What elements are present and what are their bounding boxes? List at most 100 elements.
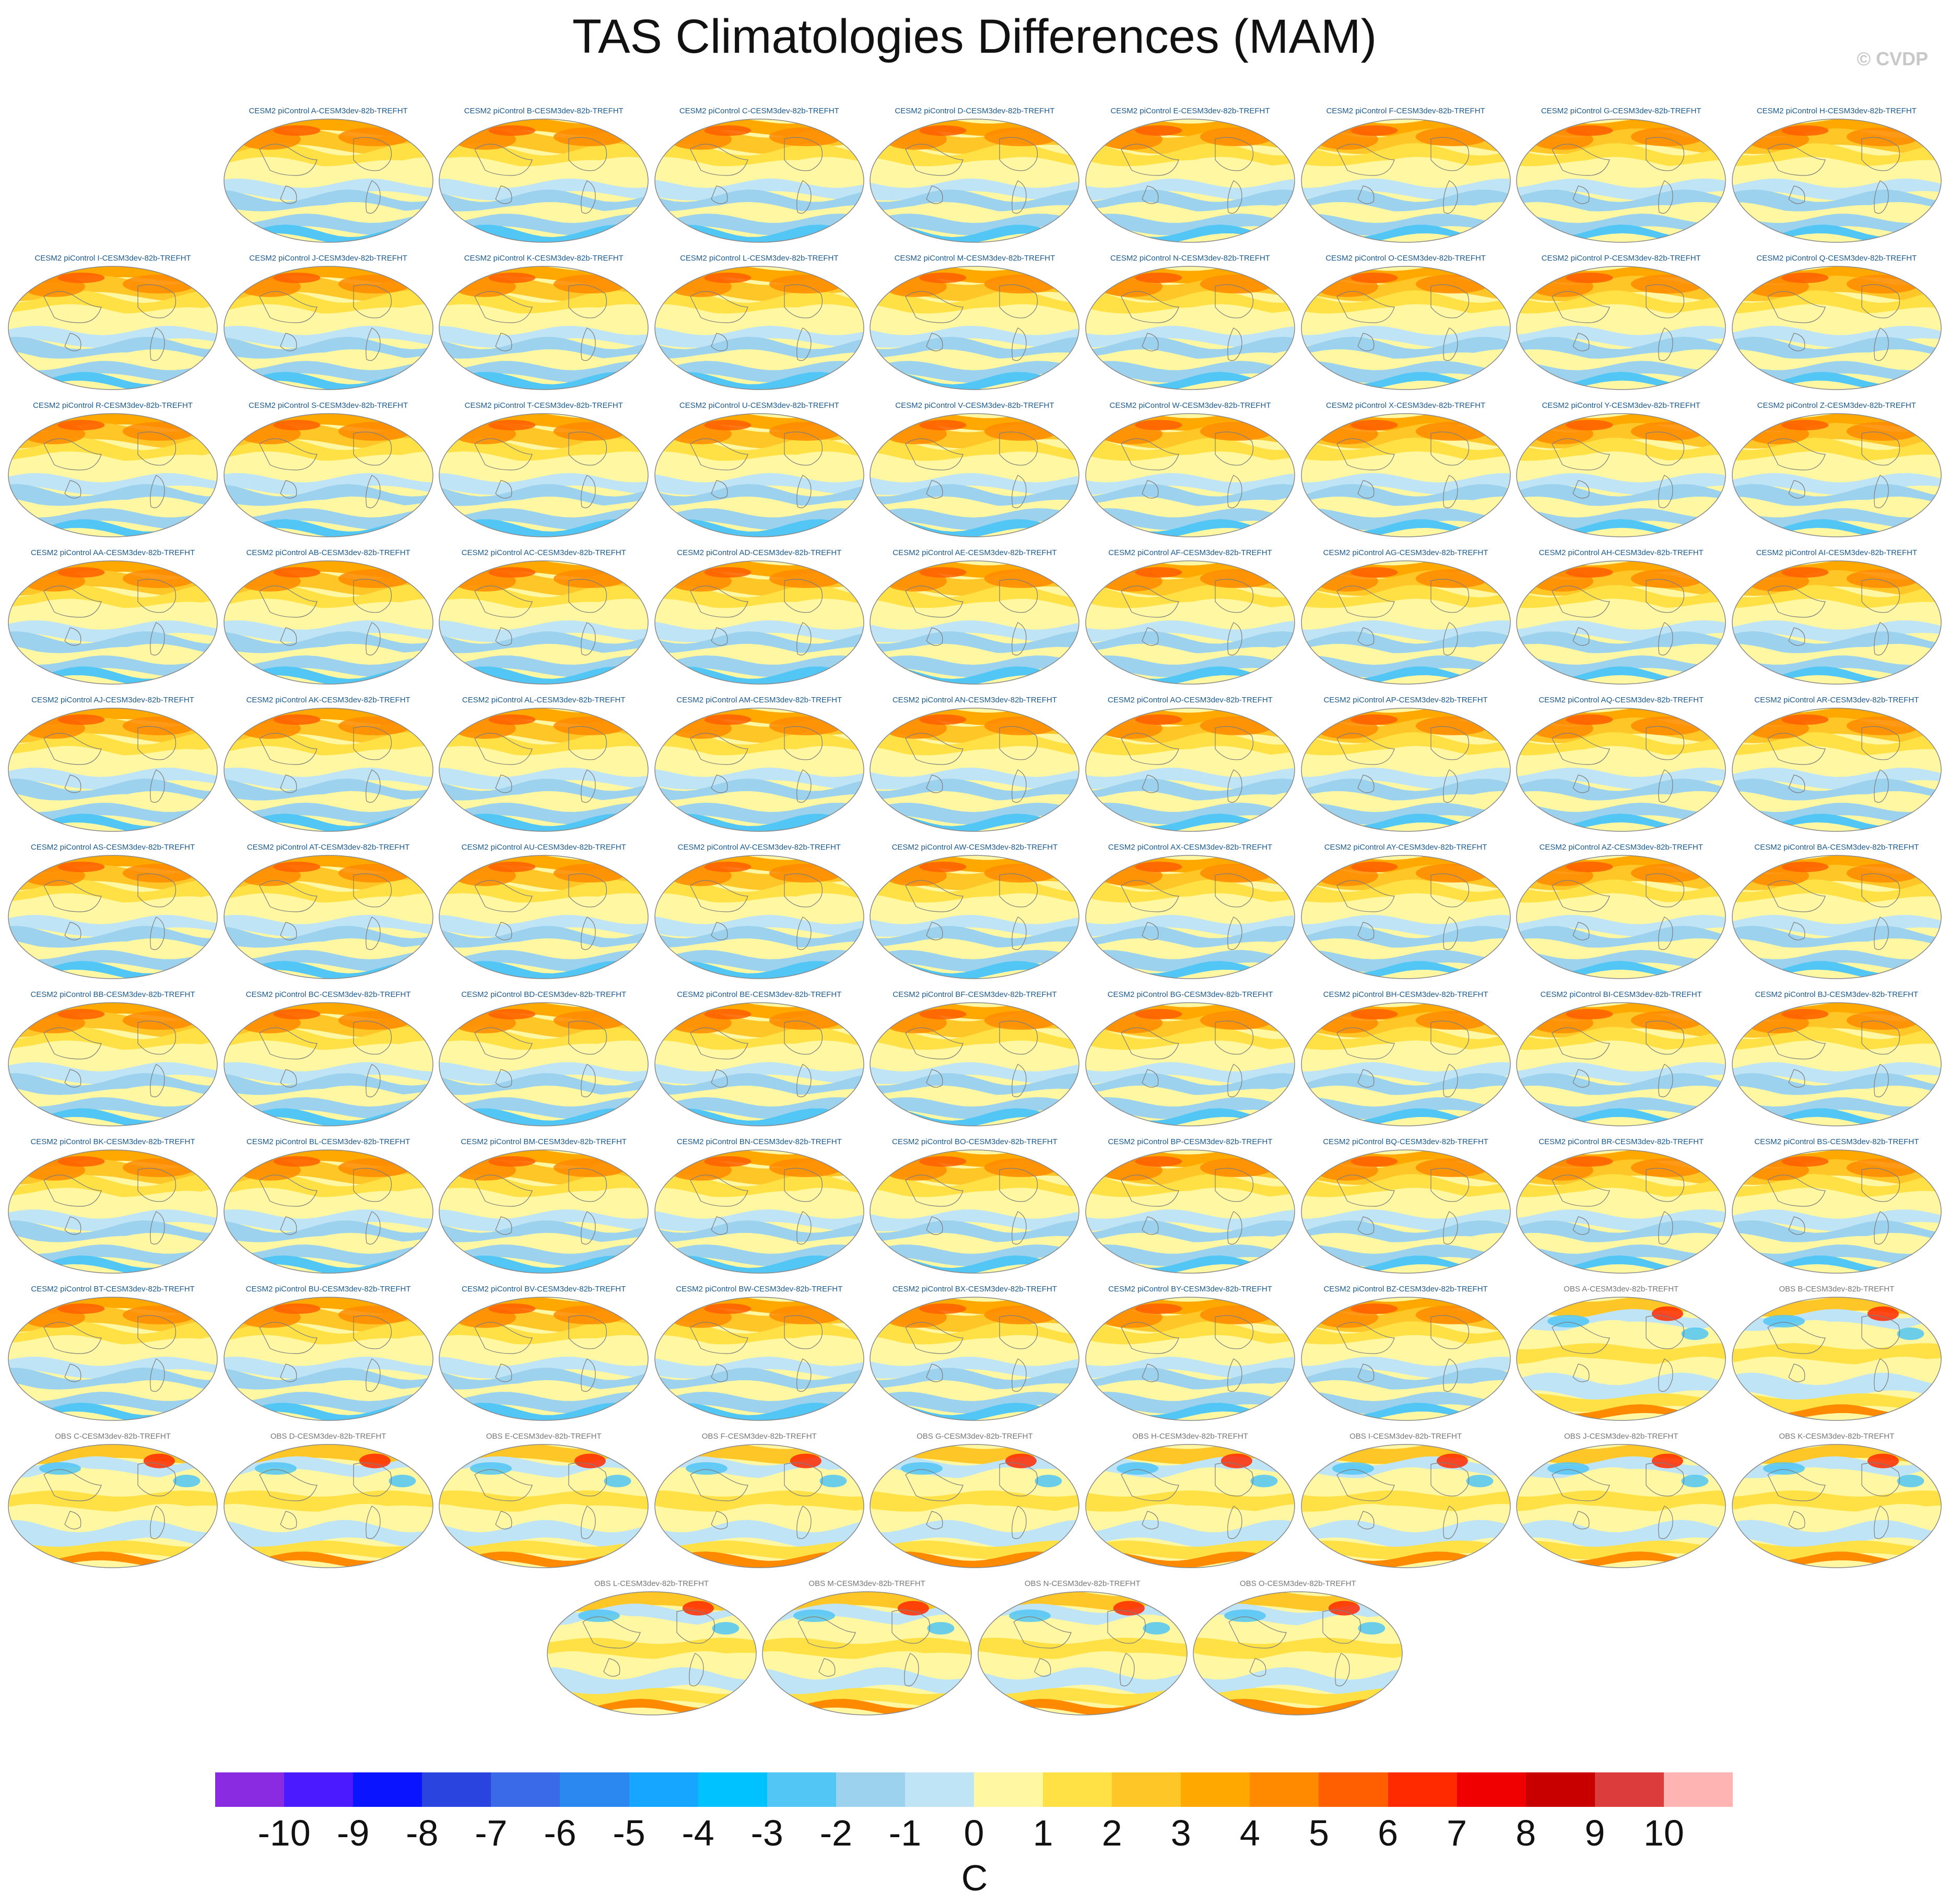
globe-map (223, 1297, 433, 1421)
map-panel: CESM2 piControl BY-CESM3dev-82b-TREFHT (1084, 1285, 1297, 1432)
map-panel: CESM2 piControl AG-CESM3dev-82b-TREFHT (1299, 548, 1512, 696)
map-panel: CESM2 piControl G-CESM3dev-82b-TREFHT (1514, 107, 1728, 254)
colorbar-tick-label: -2 (819, 1813, 852, 1853)
colorbar-box (698, 1772, 768, 1807)
panel-title: CESM2 piControl AC-CESM3dev-82b-TREFHT (461, 548, 626, 557)
panel-title: CESM2 piControl AJ-CESM3dev-82b-TREFHT (31, 696, 194, 704)
map-panel: CESM2 piControl AX-CESM3dev-82b-TREFHT (1084, 843, 1297, 990)
map-panel: OBS H-CESM3dev-82b-TREFHT (1084, 1432, 1297, 1579)
map-panel: CESM2 piControl BU-CESM3dev-82b-TREFHT (222, 1285, 435, 1432)
map-panel: CESM2 piControl AI-CESM3dev-82b-TREFHT (1730, 548, 1943, 696)
globe-map (223, 413, 433, 537)
map-panel: CESM2 piControl BO-CESM3dev-82b-TREFHT (868, 1137, 1081, 1285)
panel-title: OBS L-CESM3dev-82b-TREFHT (594, 1579, 709, 1588)
globe-map (546, 1591, 757, 1715)
colorbar-tick-label: -4 (682, 1813, 714, 1853)
map-panel: OBS N-CESM3dev-82b-TREFHT (976, 1579, 1189, 1726)
globe-map (8, 1444, 218, 1568)
map-panel: CESM2 piControl BM-CESM3dev-82b-TREFHT (437, 1137, 650, 1285)
map-panel: OBS I-CESM3dev-82b-TREFHT (1299, 1432, 1512, 1579)
panel-title: CESM2 piControl BS-CESM3dev-82b-TREFHT (1754, 1137, 1919, 1146)
panel-title: CESM2 piControl AP-CESM3dev-82b-TREFHT (1323, 696, 1488, 704)
globe-map (223, 1149, 433, 1274)
map-panel: CESM2 piControl BQ-CESM3dev-82b-TREFHT (1299, 1137, 1512, 1285)
map-panel: CESM2 piControl AU-CESM3dev-82b-TREFHT (437, 843, 650, 990)
panel-title: CESM2 piControl BB-CESM3dev-82b-TREFHT (30, 990, 195, 999)
panel-title: CESM2 piControl Z-CESM3dev-82b-TREFHT (1757, 401, 1916, 410)
panel-title: CESM2 piControl BM-CESM3dev-82b-TREFHT (461, 1137, 627, 1146)
panel-title: CESM2 piControl AQ-CESM3dev-82b-TREFHT (1539, 696, 1704, 704)
globe-map (654, 1444, 864, 1568)
panel-title: CESM2 piControl BQ-CESM3dev-82b-TREFHT (1323, 1137, 1488, 1146)
map-panel: CESM2 piControl BA-CESM3dev-82b-TREFHT (1730, 843, 1943, 990)
map-panel: CESM2 piControl AJ-CESM3dev-82b-TREFHT (6, 696, 219, 843)
map-panel: CESM2 piControl R-CESM3dev-82b-TREFHT (6, 401, 219, 548)
globe-map (870, 560, 1080, 685)
globe-map (1516, 1297, 1726, 1421)
panel-title: CESM2 piControl BD-CESM3dev-82b-TREFHT (461, 990, 627, 999)
globe-map (1516, 413, 1726, 537)
map-panel: CESM2 piControl B-CESM3dev-82b-TREFHT (437, 107, 650, 254)
colorbar-units: C (961, 1858, 988, 1898)
map-panel: CESM2 piControl BL-CESM3dev-82b-TREFHT (222, 1137, 435, 1285)
panel-title: CESM2 piControl BL-CESM3dev-82b-TREFHT (246, 1137, 410, 1146)
map-panel: CESM2 piControl BW-CESM3dev-82b-TREFHT (653, 1285, 866, 1432)
colorbar-tick-label: 9 (1584, 1813, 1605, 1853)
panel-title: CESM2 piControl BF-CESM3dev-82b-TREFHT (893, 990, 1057, 999)
colorbar-box (422, 1772, 491, 1807)
panel-title: CESM2 piControl AN-CESM3dev-82b-TREFHT (892, 696, 1057, 704)
globe-map (870, 855, 1080, 979)
colorbar-box (974, 1772, 1043, 1807)
panel-title: OBS B-CESM3dev-82b-TREFHT (1779, 1285, 1895, 1294)
panel-title: CESM2 piControl BN-CESM3dev-82b-TREFHT (676, 1137, 842, 1146)
globe-map (1300, 855, 1511, 979)
colorbar-box (1181, 1772, 1250, 1807)
panel-title: CESM2 piControl BJ-CESM3dev-82b-TREFHT (1755, 990, 1919, 999)
globe-map (439, 560, 649, 685)
panel-title: CESM2 piControl BV-CESM3dev-82b-TREFHT (462, 1285, 626, 1294)
globe-map (1300, 413, 1511, 537)
panel-title: CESM2 piControl W-CESM3dev-82b-TREFHT (1109, 401, 1271, 410)
globe-map (762, 1591, 972, 1715)
globe-map (1085, 119, 1295, 243)
globe-map (223, 855, 433, 979)
map-panel: CESM2 piControl H-CESM3dev-82b-TREFHT (1730, 107, 1943, 254)
map-panel: CESM2 piControl AB-CESM3dev-82b-TREFHT (222, 548, 435, 696)
panel-title: CESM2 piControl V-CESM3dev-82b-TREFHT (895, 401, 1054, 410)
panel-title: CESM2 piControl AL-CESM3dev-82b-TREFHT (462, 696, 626, 704)
map-panel: CESM2 piControl BI-CESM3dev-82b-TREFHT (1514, 990, 1728, 1137)
globe-map (8, 1297, 218, 1421)
panel-title: OBS H-CESM3dev-82b-TREFHT (1132, 1432, 1248, 1441)
map-panel: CESM2 piControl V-CESM3dev-82b-TREFHT (868, 401, 1081, 548)
panel-title: CESM2 piControl X-CESM3dev-82b-TREFHT (1326, 401, 1486, 410)
map-panel: CESM2 piControl AC-CESM3dev-82b-TREFHT (437, 548, 650, 696)
panel-title: CESM2 piControl BZ-CESM3dev-82b-TREFHT (1323, 1285, 1488, 1294)
map-panel: CESM2 piControl BK-CESM3dev-82b-TREFHT (6, 1137, 219, 1285)
colorbar-tick-label: -5 (613, 1813, 645, 1853)
globe-map (223, 1002, 433, 1126)
panel-title: CESM2 piControl R-CESM3dev-82b-TREFHT (33, 401, 193, 410)
panel-title: CESM2 piControl BR-CESM3dev-82b-TREFHT (1539, 1137, 1704, 1146)
globe-map (439, 1002, 649, 1126)
panel-title: CESM2 piControl I-CESM3dev-82b-TREFHT (34, 254, 191, 263)
map-panel: CESM2 piControl AS-CESM3dev-82b-TREFHT (6, 843, 219, 990)
map-panel: CESM2 piControl AV-CESM3dev-82b-TREFHT (653, 843, 866, 990)
panel-title: OBS D-CESM3dev-82b-TREFHT (270, 1432, 386, 1441)
colorbar-tick-label: -8 (406, 1813, 439, 1853)
panel-title: OBS J-CESM3dev-82b-TREFHT (1564, 1432, 1678, 1441)
panel-title: CESM2 piControl BP-CESM3dev-82b-TREFHT (1108, 1137, 1273, 1146)
colorbar-tick-label: 7 (1447, 1813, 1467, 1853)
map-panel: CESM2 piControl Q-CESM3dev-82b-TREFHT (1730, 254, 1943, 401)
globe-map (439, 119, 649, 243)
panel-title: CESM2 piControl AB-CESM3dev-82b-TREFHT (246, 548, 410, 557)
colorbar-box (1112, 1772, 1181, 1807)
globe-map (1732, 855, 1942, 979)
colorbar-tick-label: -9 (337, 1813, 370, 1853)
map-panel: CESM2 piControl N-CESM3dev-82b-TREFHT (1084, 254, 1297, 401)
map-panel: CESM2 piControl S-CESM3dev-82b-TREFHT (222, 401, 435, 548)
globe-map (439, 1149, 649, 1274)
globe-map (1732, 1002, 1942, 1126)
globe-map (1085, 1002, 1295, 1126)
panel-title: CESM2 piControl BG-CESM3dev-82b-TREFHT (1107, 990, 1273, 999)
map-panel: CESM2 piControl AE-CESM3dev-82b-TREFHT (868, 548, 1081, 696)
